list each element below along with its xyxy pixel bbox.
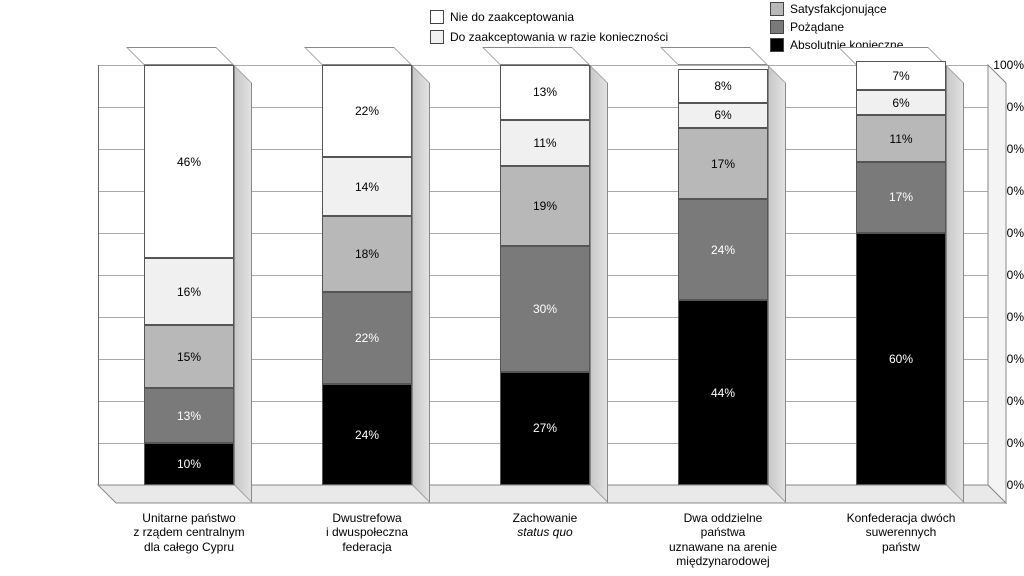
bar-side-face — [590, 65, 608, 503]
segment-value-label: 19% — [533, 200, 557, 212]
segment-value-label: 14% — [355, 181, 379, 193]
segment-value-label: 7% — [892, 70, 909, 82]
segment-abs: 10% — [144, 443, 234, 485]
segment-value-label: 6% — [714, 109, 731, 121]
bar-side-face — [234, 65, 252, 503]
segment-poz: 13% — [144, 388, 234, 443]
segment-value-label: 24% — [711, 244, 735, 256]
bar-c5: 60% 17% 11% 6% 7% — [856, 65, 946, 485]
segment-abs: 60% — [856, 233, 946, 485]
segment-sat: 17% — [678, 128, 768, 199]
x-axis-label: Unitarne państwoz rządem centralnymdla c… — [100, 511, 278, 554]
bar-top-face — [482, 47, 590, 65]
segment-doz: 6% — [678, 103, 768, 128]
segment-poz: 22% — [322, 292, 412, 384]
chart-root: { "chart": { "type": "stacked-bar-3d", "… — [0, 0, 1024, 576]
segment-sat: 11% — [856, 115, 946, 161]
segment-value-label: 13% — [533, 86, 557, 98]
bar-top-face — [660, 47, 768, 65]
segment-value-label: 18% — [355, 248, 379, 260]
segment-value-label: 10% — [177, 458, 201, 470]
segment-value-label: 13% — [177, 410, 201, 422]
segment-doz: 16% — [144, 258, 234, 325]
bar-c2: 24% 22% 18% 14% 22% — [322, 65, 412, 485]
x-axis-label: Zachowaniestatus quo — [456, 511, 634, 540]
segment-sat: 15% — [144, 325, 234, 388]
segment-doz: 6% — [856, 90, 946, 115]
segment-nie: 22% — [322, 65, 412, 157]
segment-nie: 8% — [678, 69, 768, 103]
segment-abs: 44% — [678, 300, 768, 485]
segment-value-label: 17% — [889, 191, 913, 203]
segment-value-label: 44% — [711, 387, 735, 399]
bar-top-face — [126, 47, 234, 65]
segment-value-label: 6% — [892, 97, 909, 109]
bar-top-face — [304, 47, 412, 65]
bar-c4: 44% 24% 17% 6% 8% — [678, 65, 768, 485]
segment-value-label: 30% — [533, 303, 557, 315]
segment-nie: 13% — [500, 65, 590, 120]
segment-sat: 18% — [322, 216, 412, 292]
x-axis-label: Dwa oddzielnepaństwauznawane na areniemi… — [634, 511, 812, 569]
segment-poz: 24% — [678, 199, 768, 300]
segment-poz: 17% — [856, 162, 946, 233]
segment-abs: 24% — [322, 384, 412, 485]
x-axis-label: Dwustrefowai dwuspołecznafederacja — [278, 511, 456, 554]
segment-value-label: 27% — [533, 422, 557, 434]
bar-c3: 27% 30% 19% 11% 13% — [500, 65, 590, 485]
x-axis-label: Konfederacja dwóchsuwerennychpaństw — [812, 511, 990, 554]
segment-value-label: 16% — [177, 286, 201, 298]
segment-abs: 27% — [500, 372, 590, 485]
segment-poz: 30% — [500, 246, 590, 372]
segment-value-label: 60% — [889, 353, 913, 365]
segment-value-label: 17% — [711, 158, 735, 170]
segment-doz: 14% — [322, 157, 412, 216]
bar-side-face — [412, 65, 430, 503]
bar-side-face — [768, 65, 786, 503]
segment-doz: 11% — [500, 120, 590, 166]
segment-sat: 19% — [500, 166, 590, 246]
segment-nie: 7% — [856, 61, 946, 90]
segment-value-label: 24% — [355, 429, 379, 441]
segment-nie: 46% — [144, 65, 234, 258]
segment-value-label: 46% — [177, 156, 201, 168]
segment-value-label: 11% — [889, 133, 912, 145]
segment-value-label: 22% — [355, 105, 379, 117]
bar-c1: 10% 13% 15% 16% 46% — [144, 65, 234, 485]
segment-value-label: 15% — [177, 351, 201, 363]
segment-value-label: 22% — [355, 332, 379, 344]
segment-value-label: 11% — [533, 137, 556, 149]
bar-side-face — [946, 65, 964, 503]
segment-value-label: 8% — [714, 80, 731, 92]
